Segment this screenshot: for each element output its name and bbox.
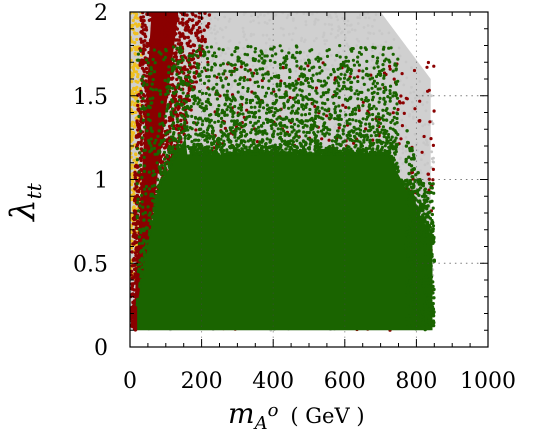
data-points — [130, 12, 436, 332]
y-tick-label: 0 — [94, 336, 108, 361]
x-tick-label: 1000 — [460, 369, 516, 394]
y-tick-label: 1 — [94, 169, 108, 194]
y-axis-label: λtt — [3, 182, 46, 223]
x-axis-label: mAo( GeV ) — [228, 397, 365, 434]
x-tick-label: 600 — [324, 369, 366, 394]
y-tick-label: 1.5 — [73, 85, 108, 110]
y-tick-label: 0.5 — [73, 252, 108, 277]
x-tick-label: 800 — [395, 369, 437, 394]
axis-ticks: 0 200 400 600 800 1000 0 0.5 1 1.5 2 — [73, 1, 516, 394]
grid-lines — [201, 12, 488, 347]
x-tick-label: 400 — [252, 369, 294, 394]
x-tick-label: 200 — [181, 369, 223, 394]
y-tick-label: 2 — [94, 1, 108, 26]
x-tick-label: 0 — [123, 369, 137, 394]
